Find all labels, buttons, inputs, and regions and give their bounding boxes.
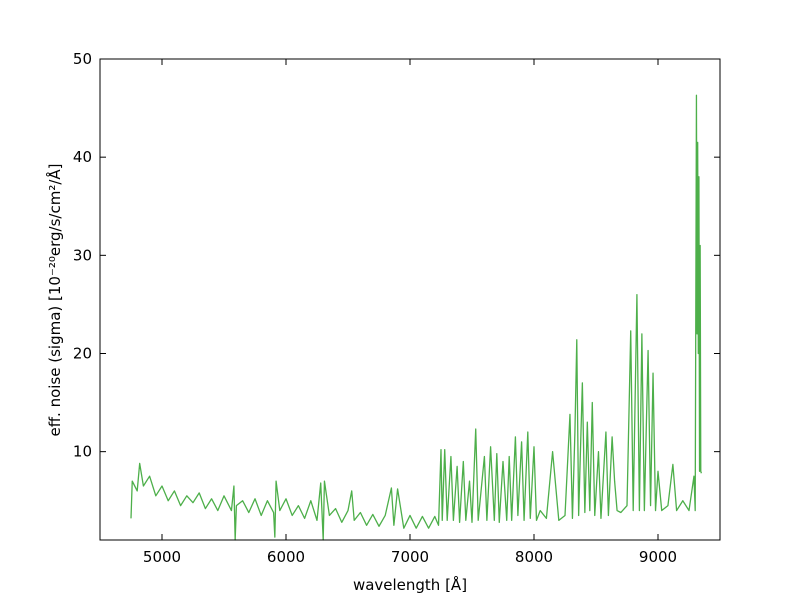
plot-frame [99, 58, 721, 541]
y-tick-label: 30 [73, 246, 92, 264]
y-tick-label: 20 [73, 344, 92, 362]
y-tick-label: 40 [73, 148, 92, 166]
y-tick-label: 50 [73, 50, 92, 68]
data-line [130, 94, 703, 541]
x-tick-label: 8000 [515, 548, 553, 566]
x-tick-label: 6000 [267, 548, 305, 566]
y-tick-label: 10 [73, 443, 92, 461]
x-axis-label: wavelength [Å] [353, 575, 467, 594]
x-tick-label: 7000 [391, 548, 429, 566]
y-axis-label: eff. noise (sigma) [10⁻²⁰erg/s/cm²/Å] [45, 163, 64, 436]
x-tick-label: 5000 [143, 548, 181, 566]
x-tick-label: 9000 [639, 548, 677, 566]
